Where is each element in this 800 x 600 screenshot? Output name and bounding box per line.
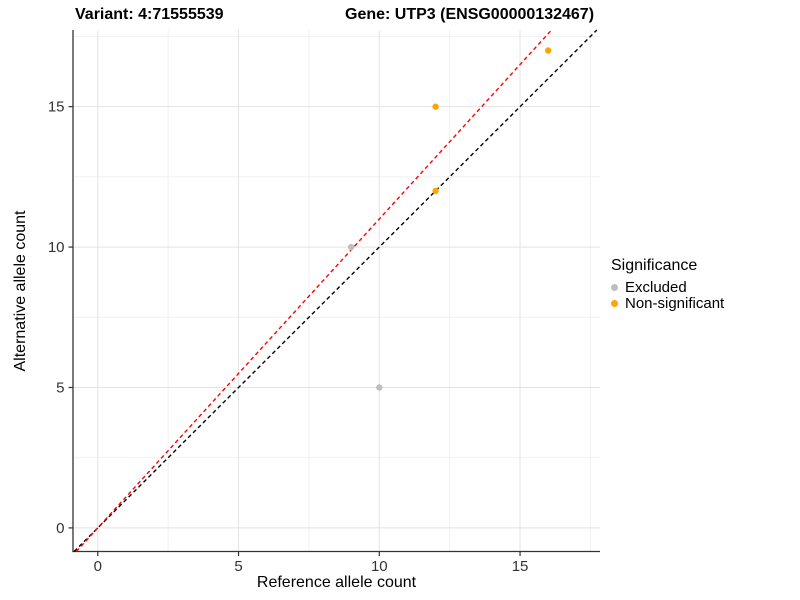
x-tick-label: 10	[371, 558, 388, 575]
data-point-non-significant	[432, 103, 439, 110]
y-tick-label: 15	[48, 99, 65, 116]
data-point-non-significant	[432, 187, 439, 195]
x-tick-label: 15	[512, 558, 529, 575]
data-point-excluded	[376, 384, 383, 391]
identity-line	[73, 29, 598, 552]
x-tick-label: 5	[234, 558, 242, 575]
data-point-excluded	[347, 243, 355, 251]
legend: Significance Excluded Non-significant	[611, 257, 724, 312]
plot-title-variant: Variant: 4:71555539	[75, 6, 224, 23]
legend-title: Significance	[611, 257, 698, 274]
y-tick-label: 10	[48, 239, 65, 256]
legend-item-non-significant: Non-significant	[611, 296, 724, 311]
non-significant-point-swatch	[611, 300, 618, 307]
legend-item-non-significant-label: Non-significant	[625, 295, 725, 312]
x-tick-label: 0	[94, 558, 102, 575]
expected-ratio-line	[75, 29, 553, 552]
y-tick-label: 0	[56, 520, 64, 537]
excluded-point-swatch	[611, 284, 618, 291]
data-point-non-significant	[545, 47, 552, 54]
legend-item-excluded-label: Excluded	[625, 279, 687, 296]
legend-item-excluded: Excluded	[611, 280, 724, 295]
y-axis-title: Alternative allele count	[12, 210, 29, 372]
y-tick-label: 5	[56, 379, 64, 396]
x-axis-title: Reference allele count	[256, 574, 417, 591]
plot-title-gene: Gene: UTP3 (ENSG00000132467)	[345, 6, 595, 23]
